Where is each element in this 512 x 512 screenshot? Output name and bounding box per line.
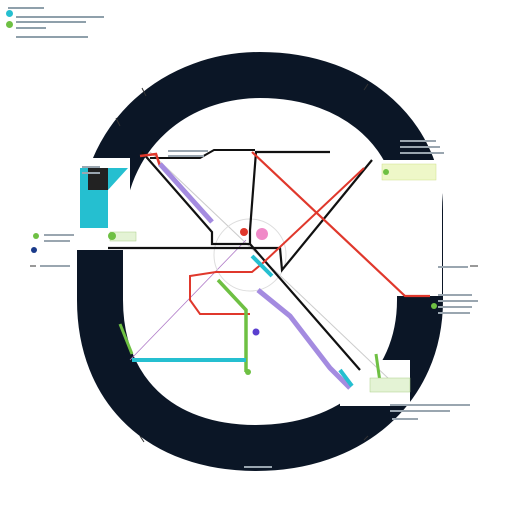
- thin-line-b: [129, 239, 247, 361]
- station-dot-icon: [6, 21, 13, 28]
- left-navy-marker: [31, 247, 37, 253]
- ring-gap-right: [372, 160, 442, 296]
- station-label-box-bottom-right: [369, 377, 411, 393]
- cyan-line: [132, 254, 354, 388]
- legend-item-cyan: [6, 10, 116, 17]
- edge-marks: [30, 83, 478, 443]
- legend-item-green: [6, 21, 116, 28]
- right-terminal-marker: [431, 303, 437, 309]
- station-name-strokes: [40, 140, 478, 468]
- black-line-branch: [108, 159, 373, 273]
- left-terminal-marker: [108, 232, 116, 240]
- red-line: [251, 151, 430, 298]
- circle-line-ring: [77, 51, 443, 472]
- green-line: [216, 278, 248, 372]
- purple-line: [158, 162, 352, 390]
- station-label-box-yellow: [381, 163, 437, 181]
- top-left-green-marker: [33, 233, 39, 239]
- green-line-left: [118, 323, 134, 355]
- green-line-right: [374, 353, 382, 383]
- map-legend: [6, 6, 116, 28]
- purple-station: [252, 328, 260, 336]
- black-line: [141, 150, 361, 371]
- black-line-upper: [150, 149, 255, 159]
- right-yellow-marker: [383, 169, 389, 175]
- hub-station-pink: [256, 228, 268, 240]
- red-line-top: [139, 152, 162, 167]
- station-dot-icon: [6, 10, 13, 17]
- hub-station-red: [240, 228, 248, 236]
- green-station: [245, 369, 251, 375]
